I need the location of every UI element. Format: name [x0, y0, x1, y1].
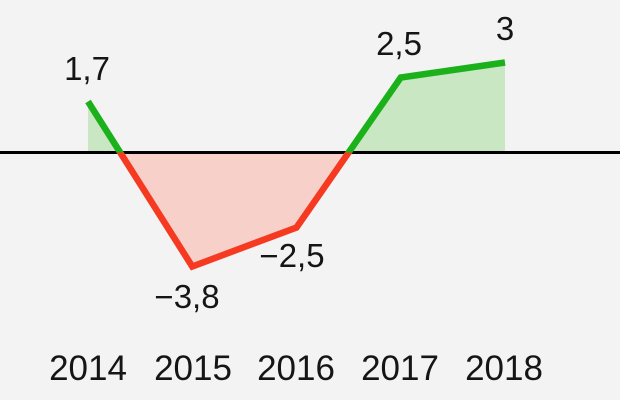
value-label-2018: 3 — [495, 10, 515, 47]
x-axis-label-2018: 2018 — [465, 349, 543, 388]
value-label-2015: −3,8 — [154, 278, 220, 315]
series-line-positive — [85, 59, 506, 153]
area-positive — [88, 62, 505, 153]
x-axis-label-2014: 2014 — [49, 349, 127, 388]
x-axis-label-2017: 2017 — [361, 349, 439, 388]
series-line-negative — [116, 152, 353, 271]
value-label-2016: −2,5 — [259, 237, 325, 274]
x-axis-label-2016: 2016 — [257, 349, 335, 388]
x-axis-label-2015: 2015 — [154, 349, 232, 388]
value-label-2017: 2,5 — [376, 25, 422, 62]
value-label-2014: 1,7 — [64, 50, 110, 87]
area-negative — [88, 152, 505, 267]
